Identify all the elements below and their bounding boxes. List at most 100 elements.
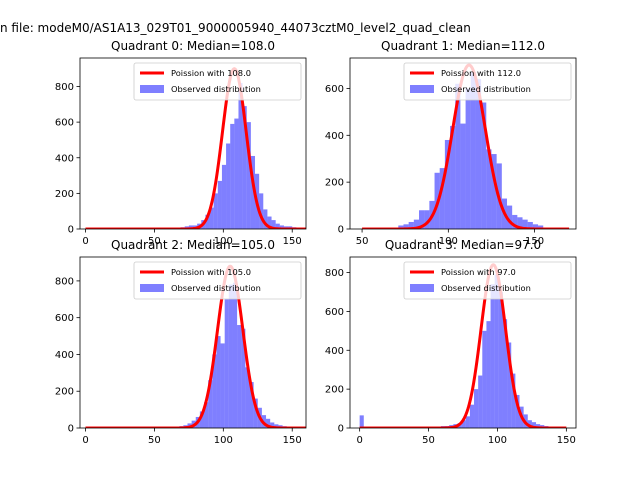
observed-bar xyxy=(450,125,456,229)
observed-bar xyxy=(419,210,425,229)
x-tick-label: 100 xyxy=(214,236,233,247)
subplot-grid: 0 50 100 150 0 200 400 600 800 Quadrant 0: Median… xyxy=(55,39,577,446)
observed-bar xyxy=(511,373,516,428)
observed-bar xyxy=(475,79,482,229)
x-tick-label: 50 xyxy=(356,236,369,247)
subplot-quadrant-1: 50 100 150 0 200 400 600 Quadrant 1: Median=112… xyxy=(325,39,577,247)
observed-bar xyxy=(498,291,503,428)
observed-bar xyxy=(226,143,231,229)
observed-bar xyxy=(460,123,466,229)
observed-bar xyxy=(270,422,275,428)
observed-bar xyxy=(249,382,254,428)
observed-bar xyxy=(538,225,544,229)
x-tick-label: 0 xyxy=(356,435,362,446)
observed-bar xyxy=(465,88,471,229)
y-tick-label: 400 xyxy=(325,131,344,142)
poisson-fit-line xyxy=(358,263,568,428)
subplot-quadrant-2: 0 50 100 150 0 200 400 600 800 Quadrant 2: Median… xyxy=(55,238,307,446)
x-tick-label: 0 xyxy=(82,435,88,446)
x-tick-label: 50 xyxy=(148,236,161,247)
observed-bar xyxy=(188,225,193,229)
legend-label-observed: Observed distribution xyxy=(171,283,261,293)
y-tick-label: 600 xyxy=(325,84,344,95)
observed-bar xyxy=(259,193,264,229)
observed-bar xyxy=(263,209,268,229)
subplot-title: Quadrant 1: Median=112.0 xyxy=(381,39,545,53)
legend-box xyxy=(133,261,302,300)
observed-bar xyxy=(532,224,539,229)
x-tick-label: 150 xyxy=(283,435,302,446)
legend-label-poisson: Poission with 108.0 xyxy=(171,68,251,78)
x-tick-label: 100 xyxy=(488,435,507,446)
observed-bar xyxy=(502,319,508,428)
y-tick-label: 600 xyxy=(55,313,74,324)
legend-label-poisson: Poission with 105.0 xyxy=(171,267,251,277)
x-tick-label: 100 xyxy=(439,236,458,247)
subplot-quadrant-0: 0 50 100 150 0 200 400 600 800 Quadrant 0: Median… xyxy=(55,39,307,247)
axes-frame xyxy=(79,57,307,230)
y-tick-label: 800 xyxy=(325,268,344,279)
observed-bar xyxy=(253,398,258,428)
legend-box xyxy=(133,62,302,101)
observed-bar xyxy=(228,284,233,428)
observed-bar xyxy=(205,214,210,229)
observed-bar xyxy=(536,424,541,428)
observed-bar xyxy=(482,330,487,428)
observed-bar xyxy=(494,274,499,428)
observed-bar xyxy=(490,284,495,428)
x-tick-label: 50 xyxy=(422,435,435,446)
legend-label-observed: Observed distribution xyxy=(171,84,261,94)
observed-bar xyxy=(245,367,250,428)
observed-bar xyxy=(221,164,227,229)
x-tick-label: 150 xyxy=(557,435,576,446)
observed-bar xyxy=(271,220,276,229)
y-tick-label: 200 xyxy=(55,189,74,200)
y-tick-label: 0 xyxy=(68,424,74,435)
observed-bar xyxy=(199,411,205,428)
axes-frame xyxy=(79,256,307,429)
observed-bar xyxy=(237,325,242,428)
y-tick-label: 200 xyxy=(325,178,344,189)
observed-bar xyxy=(461,420,466,428)
legend-swatch-observed xyxy=(140,85,164,93)
observed-bar xyxy=(230,123,235,229)
observed-bar xyxy=(250,155,256,229)
observed-bar xyxy=(246,122,251,229)
legend-label-observed: Observed distribution xyxy=(441,84,531,94)
legend-box xyxy=(403,261,572,300)
observed-bar xyxy=(517,217,523,229)
observed-bar xyxy=(531,422,537,428)
observed-bar xyxy=(403,224,409,229)
x-tick-label: 0 xyxy=(82,236,88,247)
x-tick-label: 50 xyxy=(148,435,161,446)
observed-bar xyxy=(527,221,533,229)
observed-bar xyxy=(455,83,461,229)
observed-bar xyxy=(204,402,209,428)
observed-bar xyxy=(275,223,280,229)
observed-bar xyxy=(507,342,512,428)
observed-bar xyxy=(216,336,221,428)
y-tick-label: 400 xyxy=(55,153,74,164)
observed-bar xyxy=(478,375,483,428)
observed-bar xyxy=(439,168,445,229)
observed-bar xyxy=(398,225,404,229)
legend: Poission with 105.0 Observed distribution xyxy=(133,261,302,300)
observed-bar xyxy=(408,221,414,229)
observed-bar xyxy=(267,216,272,229)
observed-bar xyxy=(486,149,492,229)
legend-swatch-observed xyxy=(140,284,164,292)
y-tick-label: 400 xyxy=(55,350,74,361)
observed-bar xyxy=(465,416,470,428)
observed-bar xyxy=(506,205,513,229)
y-tick-label: 200 xyxy=(55,387,74,398)
observed-bar xyxy=(238,82,243,229)
legend: Poission with 112.0 Observed distribution xyxy=(403,62,572,101)
plot-area xyxy=(358,263,568,428)
plot-area xyxy=(84,67,306,229)
observed-bar xyxy=(522,219,528,229)
x-tick-label: 100 xyxy=(214,435,233,446)
observed-bar xyxy=(527,420,532,428)
y-tick-label: 0 xyxy=(68,225,74,236)
observed-bar xyxy=(481,102,487,229)
